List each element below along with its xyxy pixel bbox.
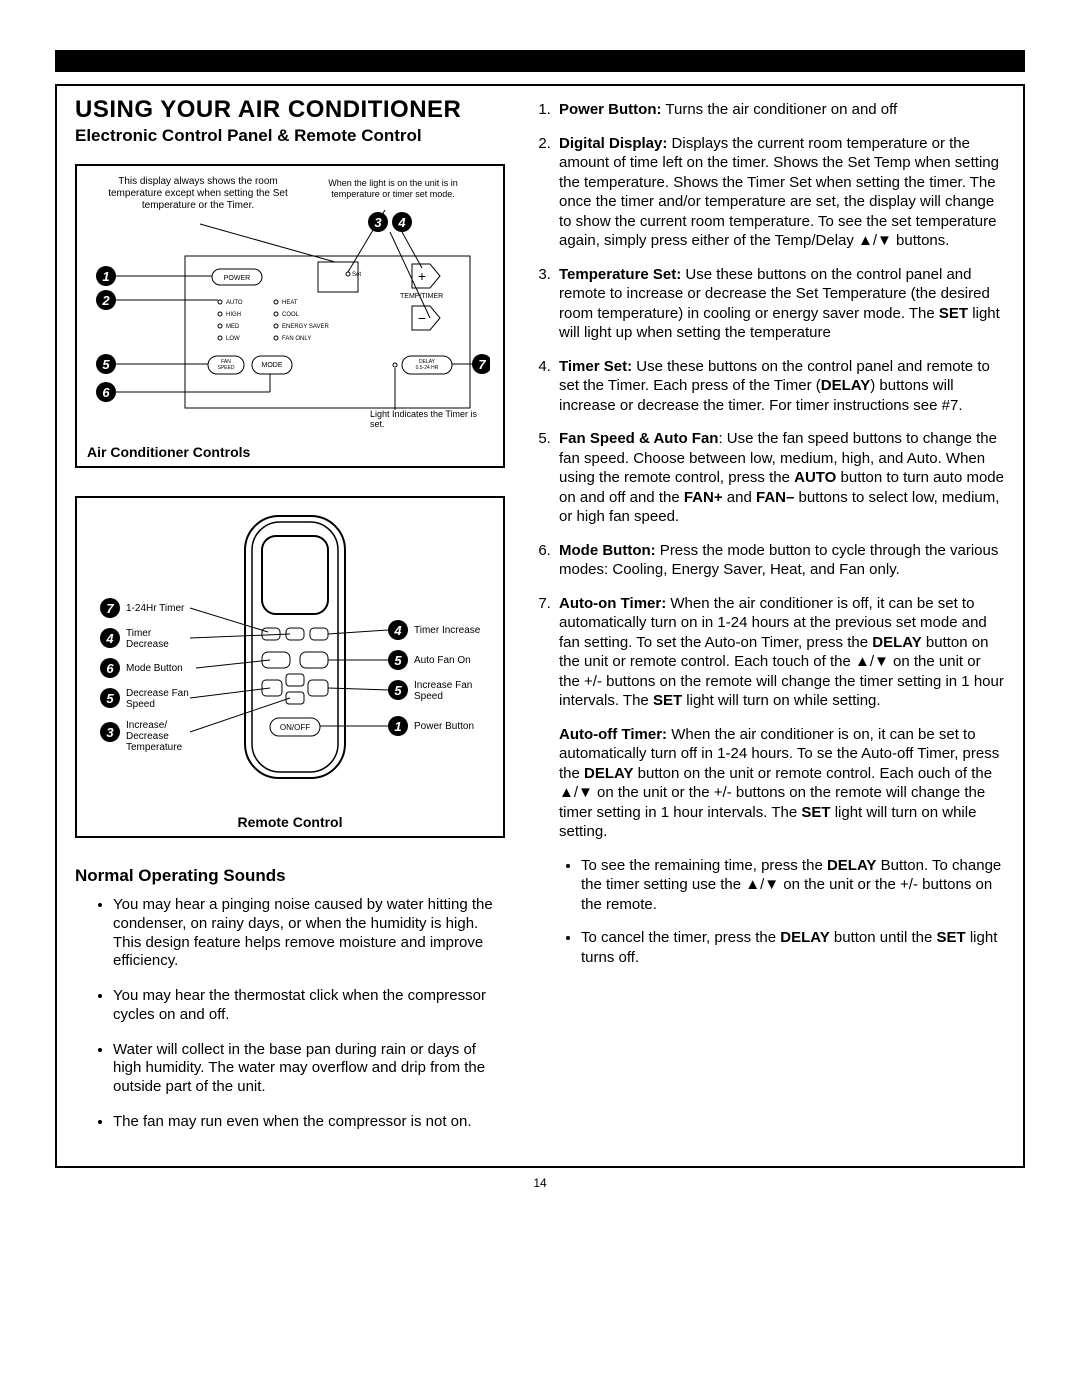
svg-text:Mode Button: Mode Button: [126, 663, 183, 674]
svg-text:4: 4: [397, 215, 406, 230]
list-item: Fan Speed & Auto Fan: Use the fan speed …: [555, 429, 1005, 527]
svg-text:7: 7: [106, 601, 114, 616]
list-item: The fan may run even when the compressor…: [113, 1113, 505, 1132]
list-item: Water will collect in the base pan durin…: [113, 1041, 505, 1097]
note-right: When the light is on the unit is in temp…: [308, 178, 478, 200]
sounds-list: You may hear a pinging noise caused by w…: [75, 896, 505, 1132]
svg-text:Timer Increase: Timer Increase: [414, 625, 481, 636]
control-panel-diagram: This display always shows the room tempe…: [90, 176, 490, 438]
figure-remote: ON/OFF 7 1-24Hr Timer 4 Timer Decrease 6: [75, 496, 505, 838]
svg-text:3: 3: [106, 725, 114, 740]
figure2-caption: Remote Control: [87, 814, 493, 830]
numbered-list: Power Button: Turns the air conditioner …: [529, 100, 1005, 967]
svg-text:3: 3: [374, 215, 382, 230]
svg-text:1: 1: [394, 719, 401, 734]
svg-text:−: −: [418, 310, 426, 326]
svg-text:5: 5: [106, 691, 114, 706]
svg-text:LOW: LOW: [226, 336, 240, 342]
list-item: You may hear the thermostat click when t…: [113, 987, 505, 1025]
svg-text:MODE: MODE: [262, 362, 283, 369]
svg-text:7: 7: [478, 357, 486, 372]
list-item: Auto-on Timer: When the air conditioner …: [555, 594, 1005, 968]
svg-text:1: 1: [102, 269, 109, 284]
timer-sub-list: To see the remaining time, press the DEL…: [559, 856, 1005, 968]
svg-text:+: +: [418, 268, 426, 284]
svg-text:SPEED: SPEED: [218, 365, 235, 371]
left-column: USING YOUR AIR CONDITIONER Electronic Co…: [75, 96, 505, 1148]
list-item: Temperature Set: Use these buttons on th…: [555, 265, 1005, 343]
figure1-caption: Air Conditioner Controls: [87, 444, 493, 460]
note-left: This display always shows the room tempe…: [98, 176, 298, 212]
svg-text:4: 4: [105, 631, 114, 646]
svg-text:2: 2: [101, 293, 110, 308]
callout-4: 4: [392, 212, 412, 232]
list-item: Mode Button: Press the mode button to cy…: [555, 541, 1005, 580]
sounds-heading: Normal Operating Sounds: [75, 866, 505, 886]
svg-text:FAN ONLY: FAN ONLY: [282, 336, 311, 342]
list-item: You may hear a pinging noise caused by w…: [113, 896, 505, 971]
remote-diagram: ON/OFF 7 1-24Hr Timer 4 Timer Decrease 6: [90, 508, 490, 808]
svg-text:ON/OFF: ON/OFF: [280, 723, 310, 732]
callout-6: 6: [96, 374, 270, 402]
svg-text:6: 6: [106, 661, 114, 676]
header-bar: [55, 50, 1025, 72]
svg-text:Power Button: Power Button: [414, 721, 474, 732]
figure-control-panel: This display always shows the room tempe…: [75, 164, 505, 468]
list-item: Timer Set: Use these buttons on the cont…: [555, 357, 1005, 416]
page-number: 14: [55, 1176, 1025, 1190]
svg-text:5: 5: [102, 357, 110, 372]
list-item: To see the remaining time, press the DEL…: [581, 856, 1005, 915]
page-subtitle: Electronic Control Panel & Remote Contro…: [75, 126, 505, 146]
svg-text:HEAT: HEAT: [282, 300, 298, 306]
page: USING YOUR AIR CONDITIONER Electronic Co…: [0, 0, 1080, 1220]
svg-text:0.5-24 HR: 0.5-24 HR: [416, 365, 439, 371]
svg-text:4: 4: [393, 623, 402, 638]
svg-text:5: 5: [394, 683, 402, 698]
note-bottom: Light Indicates the Timer is set.: [370, 410, 480, 430]
svg-text:AUTO: AUTO: [226, 300, 243, 306]
svg-text:COOL: COOL: [282, 312, 300, 318]
svg-text:MED: MED: [226, 324, 240, 330]
callout-2: 2: [96, 290, 218, 310]
svg-text:5: 5: [394, 653, 402, 668]
list-item: Digital Display: Displays the current ro…: [555, 134, 1005, 251]
auto-off-para: Auto-off Timer: When the air conditioner…: [559, 725, 1005, 842]
list-item: Power Button: Turns the air conditioner …: [555, 100, 1005, 120]
svg-text:1-24Hr Timer: 1-24Hr Timer: [126, 603, 185, 614]
svg-text:Set: Set: [352, 272, 361, 278]
callout-3: 3: [368, 212, 388, 232]
content-box: USING YOUR AIR CONDITIONER Electronic Co…: [55, 84, 1025, 1168]
svg-text:6: 6: [102, 385, 110, 400]
svg-text:HIGH: HIGH: [226, 312, 241, 318]
page-title: USING YOUR AIR CONDITIONER: [75, 96, 505, 124]
callout-7: 7: [452, 354, 490, 374]
list-item: To cancel the timer, press the DELAY but…: [581, 928, 1005, 967]
callout-5: 5: [96, 354, 208, 374]
svg-text:Auto Fan On: Auto Fan On: [414, 655, 471, 666]
svg-text:ENERGY SAVER: ENERGY SAVER: [282, 324, 329, 330]
svg-text:POWER: POWER: [224, 275, 250, 282]
callout-1: 1: [96, 266, 212, 286]
right-column: Power Button: Turns the air conditioner …: [529, 96, 1005, 1148]
